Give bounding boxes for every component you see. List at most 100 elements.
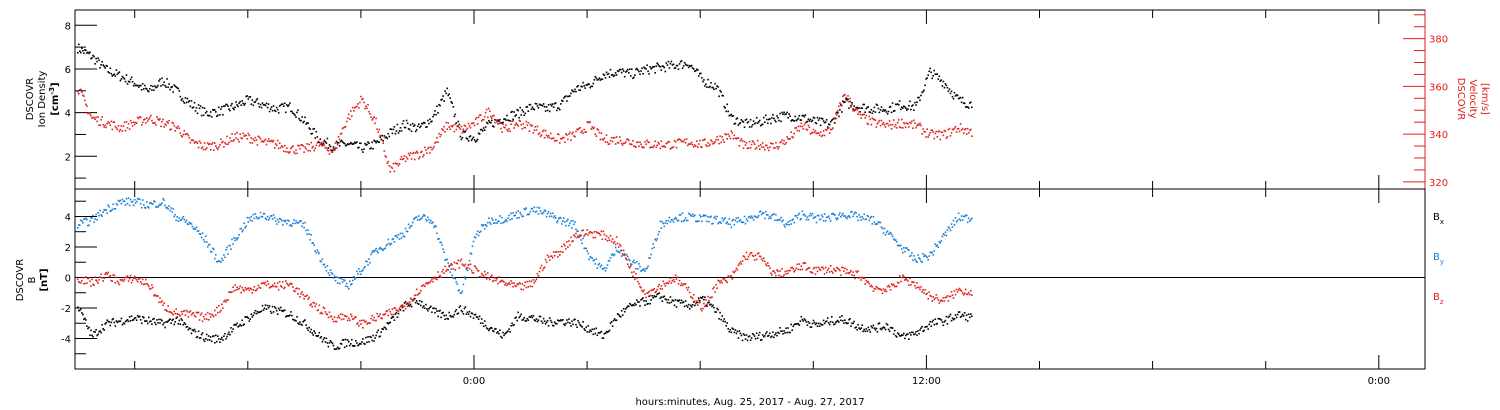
bx-point [466,311,469,313]
bz-point [659,287,662,290]
by-point [798,212,801,215]
bz-point [197,311,200,314]
bz-point [700,308,702,310]
bx-point [521,319,524,321]
by-point [395,234,398,237]
velocity-point [940,131,943,133]
density-point [258,106,261,108]
bz-point [444,265,446,268]
bz-point [713,286,715,288]
velocity-point [882,121,885,124]
by-point [558,217,560,220]
bz-point [440,276,442,278]
velocity-point [679,139,682,141]
density-point [533,108,536,111]
by-point [919,258,921,260]
bz-point [912,281,914,283]
density-point [563,97,565,99]
by-point [822,219,825,222]
density-point [444,90,446,92]
by-point [132,204,135,207]
density-point [654,72,656,74]
bx-point [676,299,679,302]
density-point [293,113,295,115]
density-point [541,105,544,107]
velocity-point [871,117,874,119]
by-point [189,222,192,225]
velocity-point [155,124,157,126]
by-point [956,219,959,222]
velocity-point [290,147,292,150]
bx-point [643,300,645,302]
velocity-point [752,141,755,144]
bz-point [137,278,140,280]
by-point [434,225,436,227]
bx-point [803,318,806,320]
by-point [162,197,164,200]
density-point [948,88,951,90]
bz-point [644,293,646,295]
bx-point [315,335,318,337]
by-point [637,267,639,270]
bx-point [563,323,565,325]
by-point [332,277,335,279]
bz-point [377,315,379,318]
bz-point [134,277,137,280]
bz-point [868,282,871,285]
by-point [580,239,582,241]
bz-point [884,288,887,291]
by-point [90,217,92,219]
density-point [382,140,384,142]
bx-point [736,330,739,333]
density-point [650,68,652,70]
by-point [560,217,562,219]
velocity-point [201,146,204,148]
bz-point [643,289,645,291]
bz-point [863,277,865,280]
by-point [123,200,126,202]
density-point [148,90,150,93]
velocity-point [474,118,477,120]
by-point [816,214,819,217]
bx-point [580,325,582,327]
bz-point [456,262,459,265]
density-point [604,77,607,79]
by-point [944,231,947,233]
by-point [755,216,758,219]
velocity-point [80,88,82,91]
by-point [856,215,858,218]
density-point [765,114,767,117]
by-point [660,227,663,229]
bz-point [651,289,653,291]
bx-point [279,306,282,309]
density-point [815,122,818,125]
velocity-point [302,145,304,147]
by-point [774,219,776,222]
by-point [291,225,293,227]
by-point [634,262,636,264]
bz-point [189,310,192,312]
by-point [686,219,689,222]
velocity-point [482,118,485,121]
density-point [723,105,725,108]
bx-point [104,323,106,325]
bx-point [929,320,931,323]
bz-point [255,289,258,292]
bz-point [281,286,283,288]
bx-point [753,335,756,337]
velocity-point [649,146,651,149]
velocity-point [730,130,733,132]
bz-point [439,274,441,277]
density-point [912,104,914,106]
velocity-point [167,122,169,124]
bx-point [875,327,878,330]
density-point [639,73,641,75]
velocity-point [677,138,680,141]
bx-point [877,323,880,325]
density-point [554,102,557,104]
bx-point [460,309,463,312]
by-point [481,225,484,227]
density-point [223,105,225,107]
density-point [951,95,954,98]
bz-point [920,286,922,288]
